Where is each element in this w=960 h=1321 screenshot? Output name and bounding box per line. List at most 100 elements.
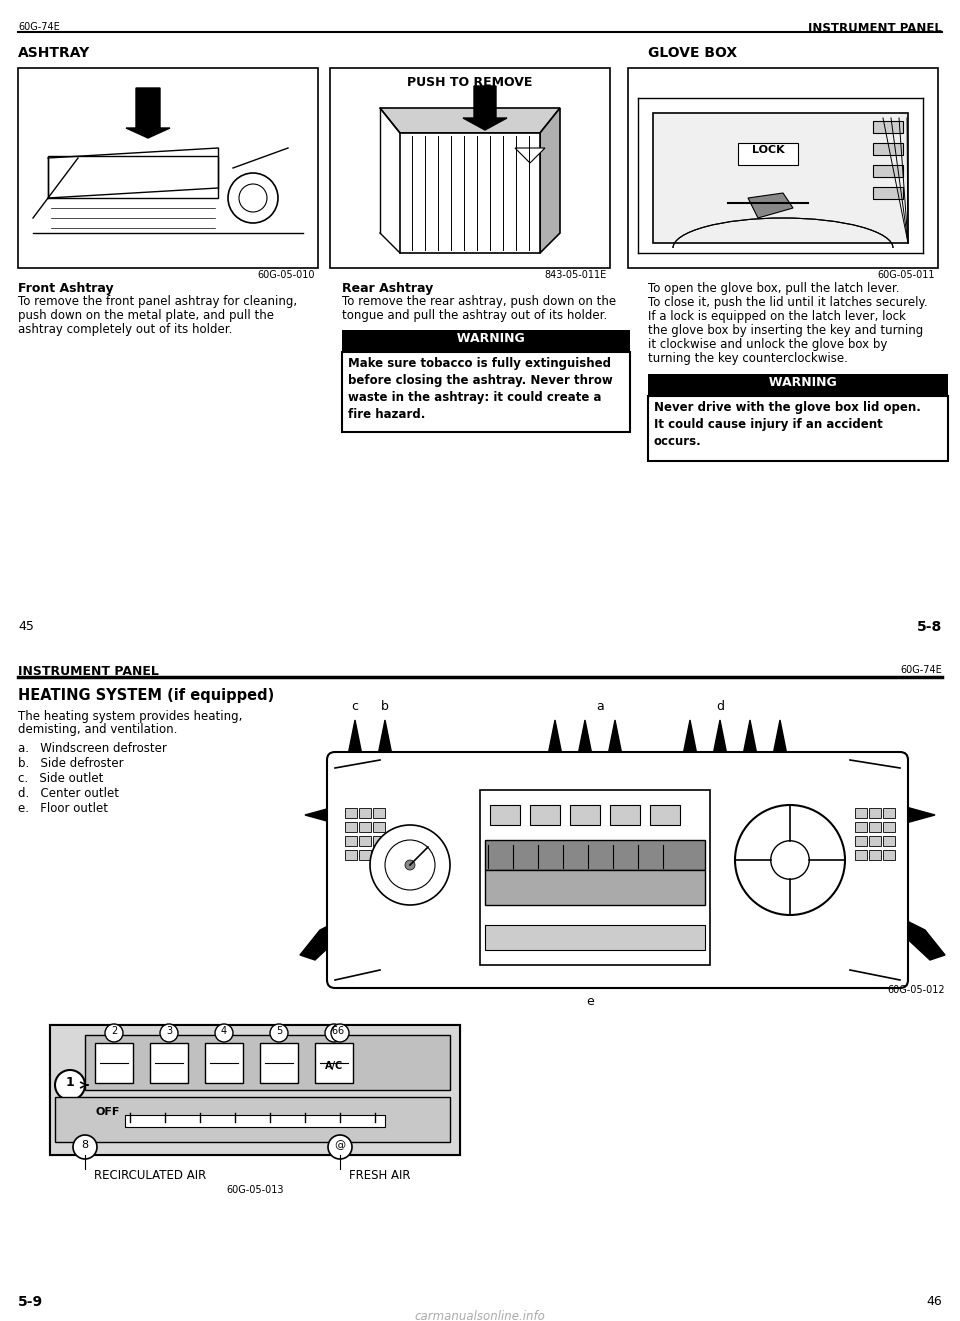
Circle shape <box>105 1024 123 1042</box>
Circle shape <box>735 804 845 915</box>
Circle shape <box>55 1070 85 1100</box>
Bar <box>373 836 385 845</box>
Text: 60G-74E: 60G-74E <box>900 664 942 675</box>
Text: b: b <box>381 700 389 713</box>
Circle shape <box>73 1135 97 1159</box>
Bar <box>883 849 895 860</box>
Bar <box>85 1034 450 1090</box>
Bar <box>342 330 630 351</box>
Bar <box>50 1025 460 1155</box>
Text: 8: 8 <box>82 1140 88 1151</box>
Polygon shape <box>380 108 560 133</box>
Text: tongue and pull the ashtray out of its holder.: tongue and pull the ashtray out of its h… <box>342 309 608 322</box>
Bar <box>18 67 318 268</box>
Bar <box>50 1025 460 1155</box>
Text: 5-9: 5-9 <box>18 1295 43 1309</box>
Text: Never drive with the glove box lid open.: Never drive with the glove box lid open. <box>654 402 921 413</box>
Text: turning the key counterclockwise.: turning the key counterclockwise. <box>648 351 848 365</box>
Bar <box>345 836 357 845</box>
Text: ashtray completely out of its holder.: ashtray completely out of its holder. <box>18 324 232 336</box>
Text: PUSH TO REMOVE: PUSH TO REMOVE <box>407 77 533 89</box>
Bar <box>480 790 710 966</box>
Text: To remove the front panel ashtray for cleaning,: To remove the front panel ashtray for cl… <box>18 295 298 308</box>
Polygon shape <box>540 108 560 254</box>
Bar <box>490 804 520 826</box>
Bar <box>650 804 680 826</box>
Text: b.   Side defroster: b. Side defroster <box>18 757 124 770</box>
Text: 2: 2 <box>110 1026 117 1036</box>
Text: 60G-05-011: 60G-05-011 <box>877 269 935 280</box>
Text: LOCK: LOCK <box>752 145 784 155</box>
Text: 60G-05-010: 60G-05-010 <box>257 269 315 280</box>
Polygon shape <box>542 720 568 785</box>
Text: fire hazard.: fire hazard. <box>348 408 425 421</box>
Bar <box>855 836 867 845</box>
Text: the glove box by inserting the key and turning: the glove box by inserting the key and t… <box>648 324 924 337</box>
Text: demisting, and ventilation.: demisting, and ventilation. <box>18 723 178 736</box>
FancyBboxPatch shape <box>327 752 908 988</box>
Circle shape <box>228 173 278 223</box>
Circle shape <box>385 840 435 890</box>
Text: 46: 46 <box>926 1295 942 1308</box>
Text: a: a <box>596 700 604 713</box>
Text: GLOVE BOX: GLOVE BOX <box>648 46 737 59</box>
Bar <box>738 143 798 165</box>
Text: Front Ashtray: Front Ashtray <box>18 281 113 295</box>
Polygon shape <box>877 799 935 831</box>
Circle shape <box>270 1024 288 1042</box>
Text: e: e <box>587 995 594 1008</box>
Bar <box>55 1096 450 1141</box>
Text: 5-8: 5-8 <box>917 620 942 634</box>
Bar <box>883 836 895 845</box>
Text: Rear Ashtray: Rear Ashtray <box>342 281 433 295</box>
Text: waste in the ashtray: it could create a: waste in the ashtray: it could create a <box>348 391 602 404</box>
Bar <box>95 1044 133 1083</box>
Text: To close it, push the lid until it latches securely.: To close it, push the lid until it latch… <box>648 296 927 309</box>
Text: 6: 6 <box>331 1026 337 1036</box>
Text: 3: 3 <box>166 1026 172 1036</box>
Text: 60G-05-013: 60G-05-013 <box>227 1185 284 1196</box>
Polygon shape <box>737 720 763 785</box>
Polygon shape <box>572 720 598 785</box>
Text: To remove the rear ashtray, push down on the: To remove the rear ashtray, push down on… <box>342 295 616 308</box>
Polygon shape <box>677 720 703 785</box>
Text: It could cause injury if an accident: It could cause injury if an accident <box>654 417 883 431</box>
Text: To open the glove box, pull the latch lever.: To open the glove box, pull the latch le… <box>648 281 900 295</box>
Bar <box>125 1115 385 1127</box>
Bar <box>628 67 938 268</box>
Text: INSTRUMENT PANEL: INSTRUMENT PANEL <box>18 664 158 678</box>
Text: Make sure tobacco is fully extinguished: Make sure tobacco is fully extinguished <box>348 357 611 370</box>
Bar <box>315 1044 353 1083</box>
Circle shape <box>328 1135 352 1159</box>
Circle shape <box>215 1024 233 1042</box>
Polygon shape <box>602 720 628 785</box>
Text: 5: 5 <box>276 1026 282 1036</box>
Text: it clockwise and unlock the glove box by: it clockwise and unlock the glove box by <box>648 338 887 351</box>
Circle shape <box>405 860 415 871</box>
Bar <box>485 871 705 905</box>
Text: 45: 45 <box>18 620 34 633</box>
Text: RECIRCULATED AIR: RECIRCULATED AIR <box>94 1169 206 1182</box>
Bar <box>330 67 610 268</box>
Bar <box>855 822 867 832</box>
Bar <box>648 374 948 396</box>
Bar <box>873 165 903 177</box>
Polygon shape <box>596 945 624 980</box>
Circle shape <box>239 184 267 211</box>
Polygon shape <box>534 945 566 980</box>
Bar <box>48 156 218 198</box>
Bar <box>373 822 385 832</box>
Bar <box>530 804 560 826</box>
Bar <box>50 1025 460 1155</box>
Bar <box>883 822 895 832</box>
Bar <box>205 1044 243 1083</box>
Polygon shape <box>767 720 793 785</box>
Bar <box>485 925 705 950</box>
Text: 843-05-011E: 843-05-011E <box>544 269 607 280</box>
Bar <box>855 808 867 818</box>
Text: @: @ <box>334 1140 346 1151</box>
Bar <box>260 1044 298 1083</box>
Polygon shape <box>400 133 540 254</box>
Polygon shape <box>463 86 507 129</box>
Bar <box>150 1044 188 1083</box>
